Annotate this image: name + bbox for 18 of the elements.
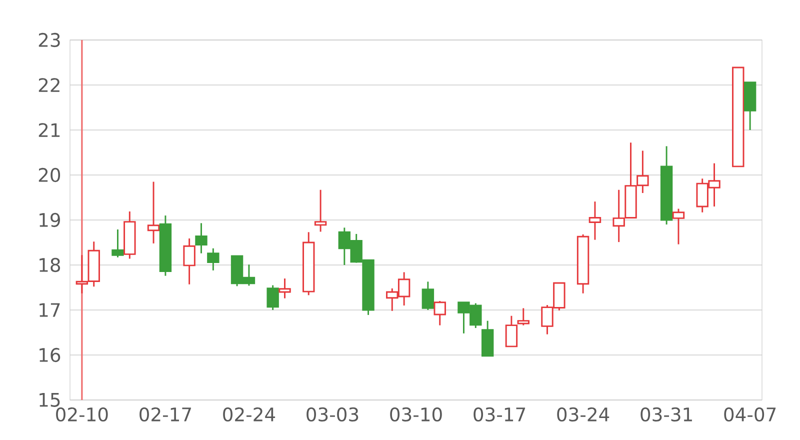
x-tick-label: 03-24 [557,407,610,422]
y-tick-label: 15 [40,393,60,407]
y-tick-label: 23 [38,32,60,48]
y-tick-label: 17 [40,303,60,317]
y-tick-label: 21 [38,123,60,137]
x-tick-label: 02-17 [140,407,191,422]
y-tick-label: 16 [40,348,60,362]
x-tick-label: 03-31 [640,407,692,422]
y-tick-label: 19 [40,212,60,228]
x-tick-label: 03-03 [306,407,358,422]
x-tick-label: 02-10 [56,407,108,422]
x-tick-label: 03-10 [390,407,442,422]
x-tick-label: 03-17 [474,407,526,422]
x-tick-label: 04-07 [724,407,776,422]
y-tick-label: 18 [40,258,60,272]
y-tick-label: 20 [38,168,60,182]
x-tick-label: 02-24 [223,407,276,422]
y-tick-label: 22 [38,78,60,92]
